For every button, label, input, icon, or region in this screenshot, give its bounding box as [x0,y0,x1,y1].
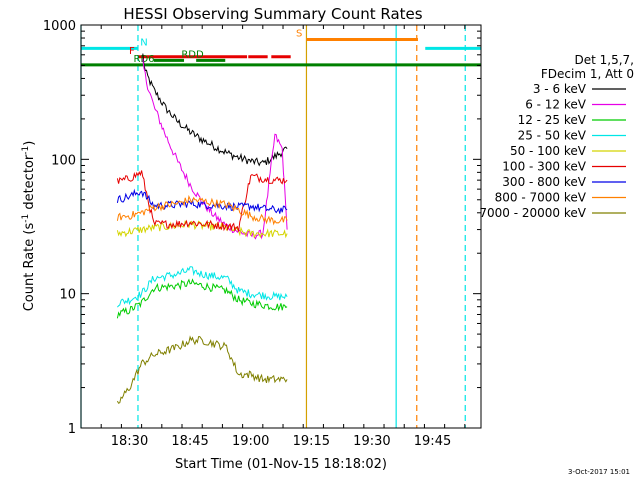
legend-entry-label: 3 - 6 keV [533,82,587,96]
y-label-part3: ) [22,141,37,146]
legend-entry-label: 800 - 7000 keV [495,191,587,205]
flag-label-s: S [296,28,302,39]
legend-entry-label: 12 - 25 keV [518,113,587,127]
plot-frame [80,24,482,429]
timestamp: 3-Oct-2017 15:01 [568,468,630,476]
series-line [142,59,288,240]
series-lines [116,53,288,404]
flag-label-rdd: RDD [181,49,204,60]
y-tick-label: 10 [59,288,76,303]
y-axis-ticks: 1 10 100 1000 [43,19,481,437]
flag-label-rd6: RD6 [134,54,155,65]
flag-bars: N S F RDD RD6 [81,28,481,67]
series-line [116,335,288,404]
legend-entry-label: 300 - 800 keV [502,175,586,189]
legend-entry-label: 50 - 100 keV [510,144,587,158]
series-line [117,266,288,308]
legend-entry-label: 7000 - 20000 keV [479,206,586,220]
x-tick-label: 19:15 [293,434,330,449]
series-line [116,278,288,319]
y-label-sup2: -1 [21,146,31,155]
y-label-part1: Count Rate (s [22,223,37,312]
y-tick-label: 100 [51,153,76,168]
y-label-sup1: -1 [21,214,31,223]
y-label-part2: detector [22,154,37,214]
legend-header-1: Det 1,5,7, [575,53,635,67]
x-tick-label: 19:45 [414,434,451,449]
series-line [116,170,288,232]
legend-entry-label: 100 - 300 keV [502,160,586,174]
series-line [116,220,288,239]
chart-title: HESSI Observing Summary Count Rates [123,5,422,23]
x-axis-ticks: 18:30 18:45 19:00 19:15 19:30 19:45 [80,25,466,449]
series-line [116,188,288,214]
x-tick-label: 19:30 [353,434,390,449]
legend-header-2: FDecim 1, Att 0 [541,67,634,81]
x-tick-label: 19:00 [232,434,269,449]
x-axis-label: Start Time (01-Nov-15 18:18:02) [175,457,387,472]
flag-label-n: N [140,37,147,48]
series-line [116,194,288,226]
legend-entry-label: 6 - 12 keV [525,98,587,112]
x-tick-label: 18:45 [171,434,208,449]
legend-entry-label: 25 - 50 keV [518,129,587,143]
y-axis-label: Count Rate (s-1 detector-1) [21,141,37,312]
y-tick-label: 1000 [43,19,76,34]
series-line [142,53,288,167]
x-tick-label: 18:30 [111,434,148,449]
flag-label-f: F [129,46,135,57]
y-tick-label: 1 [68,422,76,437]
